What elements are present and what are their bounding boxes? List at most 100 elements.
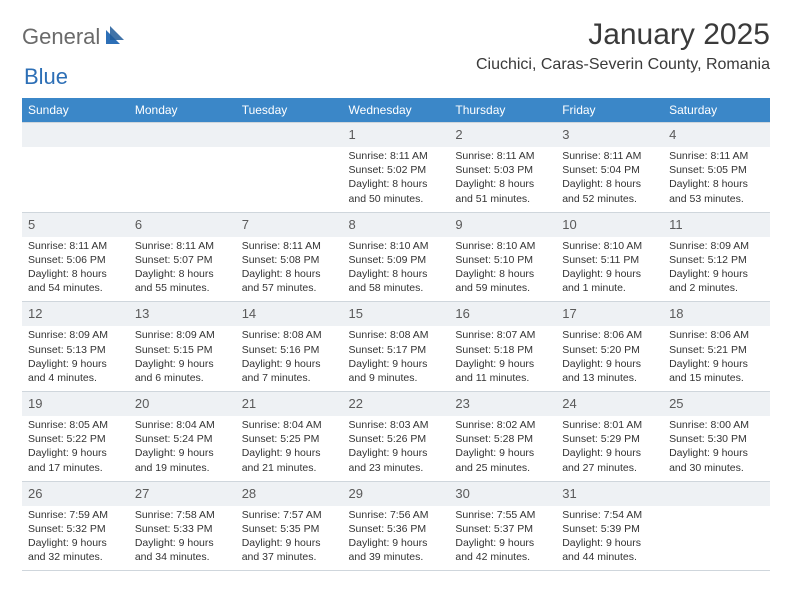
calendar-cell: 9 Sunrise: 8:10 AMSunset: 5:10 PMDaylight…: [449, 212, 556, 302]
day-details: Sunrise: 7:56 AMSunset: 5:36 PMDaylight:…: [343, 506, 450, 571]
daylight-text: Daylight: 9 hours and 42 minutes.: [455, 536, 550, 564]
sunrise-text: Sunrise: 7:55 AM: [455, 508, 550, 522]
sunrise-text: Sunrise: 8:11 AM: [455, 149, 550, 163]
day-details: Sunrise: 7:57 AMSunset: 5:35 PMDaylight:…: [236, 506, 343, 571]
sunrise-text: Sunrise: 8:03 AM: [349, 418, 444, 432]
day-number: 20: [135, 396, 149, 411]
calendar-cell: 20Sunrise: 8:04 AMSunset: 5:24 PMDayligh…: [129, 391, 236, 481]
sunrise-text: Sunrise: 8:09 AM: [28, 328, 123, 342]
sunrise-text: Sunrise: 8:08 AM: [349, 328, 444, 342]
day-number: [135, 127, 139, 142]
daylight-text: Daylight: 9 hours and 30 minutes.: [669, 446, 764, 474]
daylight-text: Daylight: 8 hours and 59 minutes.: [455, 267, 550, 295]
calendar-cell: [663, 481, 770, 571]
daylight-text: Daylight: 9 hours and 13 minutes.: [562, 357, 657, 385]
sunrise-text: Sunrise: 7:54 AM: [562, 508, 657, 522]
sunset-text: Sunset: 5:16 PM: [242, 343, 337, 357]
sunrise-text: Sunrise: 8:06 AM: [562, 328, 657, 342]
daylight-text: Daylight: 9 hours and 1 minute.: [562, 267, 657, 295]
weekday-header: Friday: [556, 98, 663, 122]
day-number: 2: [455, 127, 462, 142]
weekday-header: Tuesday: [236, 98, 343, 122]
sunset-text: Sunset: 5:12 PM: [669, 253, 764, 267]
day-number: 29: [349, 486, 363, 501]
sunrise-text: Sunrise: 8:09 AM: [669, 239, 764, 253]
sunset-text: Sunset: 5:04 PM: [562, 163, 657, 177]
sunset-text: Sunset: 5:28 PM: [455, 432, 550, 446]
day-number: 9: [455, 217, 462, 232]
calendar-cell: 6Sunrise: 8:11 AMSunset: 5:07 PMDaylight…: [129, 212, 236, 302]
calendar-cell: 23Sunrise: 8:02 AMSunset: 5:28 PMDayligh…: [449, 391, 556, 481]
daylight-text: Daylight: 8 hours and 58 minutes.: [349, 267, 444, 295]
sunrise-text: Sunrise: 8:11 AM: [669, 149, 764, 163]
day-details: Sunrise: 8:09 AMSunset: 5:13 PMDaylight:…: [22, 326, 129, 391]
calendar-cell: 26Sunrise: 7:59 AMSunset: 5:32 PMDayligh…: [22, 481, 129, 571]
sunset-text: Sunset: 5:18 PM: [455, 343, 550, 357]
day-details: Sunrise: 8:06 AMSunset: 5:20 PMDaylight:…: [556, 326, 663, 391]
weekday-header: Saturday: [663, 98, 770, 122]
calendar-cell: 27Sunrise: 7:58 AMSunset: 5:33 PMDayligh…: [129, 481, 236, 571]
logo-triangle-icon: [106, 26, 128, 49]
calendar-cell: 1Sunrise: 8:11 AMSunset: 5:02 PMDaylight…: [343, 122, 450, 212]
calendar-cell: 10 Sunrise: 8:10 AMSunset: 5:11 PMDayligh…: [556, 212, 663, 302]
calendar-cell: 3Sunrise: 8:11 AMSunset: 5:04 PMDaylight…: [556, 122, 663, 212]
day-details: Sunrise: 8:08 AMSunset: 5:16 PMDaylight:…: [236, 326, 343, 391]
sunrise-text: Sunrise: 8:06 AM: [669, 328, 764, 342]
calendar-cell: 31Sunrise: 7:54 AMSunset: 5:39 PMDayligh…: [556, 481, 663, 571]
day-number: 11: [669, 217, 683, 232]
calendar-cell: [236, 122, 343, 212]
sunset-text: Sunset: 5:29 PM: [562, 432, 657, 446]
calendar-cell: 18Sunrise: 8:06 AMSunset: 5:21 PMDayligh…: [663, 301, 770, 391]
daylight-text: Daylight: 9 hours and 7 minutes.: [242, 357, 337, 385]
day-number: 28: [242, 486, 256, 501]
logo: General: [22, 18, 130, 50]
day-number: 4: [669, 127, 676, 142]
sunrise-text: Sunrise: 7:58 AM: [135, 508, 230, 522]
calendar-week-row: 5Sunrise: 8:11 AMSunset: 5:06 PMDaylight…: [22, 212, 770, 302]
sunrise-text: Sunrise: 8:08 AM: [242, 328, 337, 342]
calendar-week-row: 19Sunrise: 8:05 AMSunset: 5:22 PMDayligh…: [22, 391, 770, 481]
calendar-cell: 28 Sunrise: 7:57 AMSunset: 5:35 PMDayligh…: [236, 481, 343, 571]
sunset-text: Sunset: 5:39 PM: [562, 522, 657, 536]
sunset-text: Sunset: 5:37 PM: [455, 522, 550, 536]
day-details: Sunrise: 8:01 AMSunset: 5:29 PMDaylight:…: [556, 416, 663, 481]
sunset-text: Sunset: 5:09 PM: [349, 253, 444, 267]
sunset-text: Sunset: 5:25 PM: [242, 432, 337, 446]
sunrise-text: Sunrise: 8:05 AM: [28, 418, 123, 432]
daylight-text: Daylight: 9 hours and 15 minutes.: [669, 357, 764, 385]
calendar-cell: [22, 122, 129, 212]
day-number: 10: [562, 217, 576, 232]
daylight-text: Daylight: 9 hours and 37 minutes.: [242, 536, 337, 564]
day-number: 24: [562, 396, 576, 411]
day-number: 22: [349, 396, 363, 411]
daylight-text: Daylight: 9 hours and 21 minutes.: [242, 446, 337, 474]
sunrise-text: Sunrise: 8:10 AM: [455, 239, 550, 253]
day-details: Sunrise: 8:08 AMSunset: 5:17 PMDaylight:…: [343, 326, 450, 391]
calendar-cell: 16Sunrise: 8:07 AMSunset: 5:18 PMDayligh…: [449, 301, 556, 391]
daylight-text: Daylight: 8 hours and 55 minutes.: [135, 267, 230, 295]
day-details: Sunrise: 8:00 AMSunset: 5:30 PMDaylight:…: [663, 416, 770, 481]
sunrise-text: Sunrise: 8:10 AM: [562, 239, 657, 253]
sunrise-text: Sunrise: 8:11 AM: [349, 149, 444, 163]
daylight-text: Daylight: 9 hours and 2 minutes.: [669, 267, 764, 295]
daylight-text: Daylight: 9 hours and 9 minutes.: [349, 357, 444, 385]
day-number: 23: [455, 396, 469, 411]
calendar-cell: 15Sunrise: 8:08 AMSunset: 5:17 PMDayligh…: [343, 301, 450, 391]
sunrise-text: Sunrise: 8:01 AM: [562, 418, 657, 432]
calendar-cell: 25Sunrise: 8:00 AMSunset: 5:30 PMDayligh…: [663, 391, 770, 481]
sunset-text: Sunset: 5:32 PM: [28, 522, 123, 536]
day-number: 27: [135, 486, 149, 501]
sunset-text: Sunset: 5:35 PM: [242, 522, 337, 536]
sunset-text: Sunset: 5:11 PM: [562, 253, 657, 267]
day-details: Sunrise: 8:11 AMSunset: 5:02 PMDaylight:…: [343, 147, 450, 212]
sunrise-text: Sunrise: 8:07 AM: [455, 328, 550, 342]
calendar-cell: 8Sunrise: 8:10 AMSunset: 5:09 PMDaylight…: [343, 212, 450, 302]
sunset-text: Sunset: 5:22 PM: [28, 432, 123, 446]
sunrise-text: Sunrise: 8:09 AM: [135, 328, 230, 342]
month-title: January 2025: [476, 18, 770, 52]
calendar-week-row: 1Sunrise: 8:11 AMSunset: 5:02 PMDaylight…: [22, 122, 770, 212]
sunrise-text: Sunrise: 7:59 AM: [28, 508, 123, 522]
weekday-header: Thursday: [449, 98, 556, 122]
calendar-week-row: 26Sunrise: 7:59 AMSunset: 5:32 PMDayligh…: [22, 481, 770, 571]
sunset-text: Sunset: 5:10 PM: [455, 253, 550, 267]
